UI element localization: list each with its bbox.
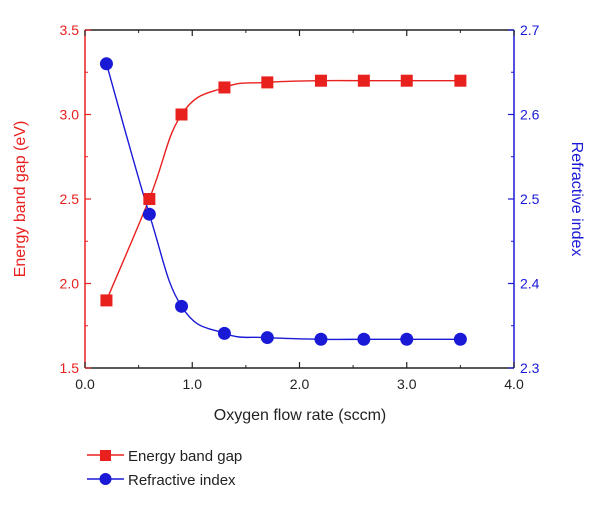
legend-marker-circle <box>99 473 112 485</box>
left-y-tick-label: 1.5 <box>60 360 80 376</box>
right-y-tick-label: 2.6 <box>520 107 540 123</box>
energy-band-gap-point <box>175 108 188 121</box>
x-ticks: 0.0 1.0 2.0 3.0 4.0 <box>75 30 524 392</box>
plot-area: 0.0 1.0 2.0 3.0 4.0 1.52.02.53.03.5 2.32.42.… <box>60 22 540 392</box>
left-y-tick-label: 3.5 <box>60 22 80 38</box>
x-tick-label: 2.0 <box>290 376 310 392</box>
x-tick-label: 4.0 <box>504 376 524 392</box>
energy-band-gap-point <box>400 74 413 87</box>
x-tick-label: 3.0 <box>397 376 417 392</box>
data-markers <box>99 57 467 346</box>
legend-item-refractive-index: Refractive index <box>87 472 236 489</box>
refractive-index-point <box>217 326 231 340</box>
legend: Energy band gap Refractive index <box>87 448 242 489</box>
refractive-index-point <box>314 332 328 346</box>
right-y-axis-title: Refractive index <box>568 142 585 257</box>
refractive-index-point <box>175 299 189 313</box>
right-y-ticks: 2.3 2.4 2.5 2.6 2.7 <box>508 22 540 376</box>
refractive-index-point <box>142 207 156 221</box>
legend-label-energy-band-gap: Energy band gap <box>128 448 242 465</box>
energy-band-gap-point <box>100 294 113 307</box>
energy-band-gap-point <box>454 74 467 87</box>
x-axis-title: Oxygen flow rate (sccm) <box>214 407 386 424</box>
refractive-index-point <box>453 332 467 346</box>
x-tick-label: 0.0 <box>75 376 95 392</box>
legend-label-refractive-index: Refractive index <box>128 472 236 489</box>
left-y-ticks: 1.5 2.0 2.5 3.0 3.5 <box>60 22 91 376</box>
refractive-index-point <box>400 332 414 346</box>
left-y-tick-label: 2.5 <box>60 191 80 207</box>
legend-marker-square <box>100 450 111 461</box>
fitted-curves <box>105 63 461 341</box>
left-y-tick-label: 2.0 <box>60 276 80 292</box>
left-y-tick-label: 3.0 <box>60 107 80 123</box>
right-y-tick-label: 2.3 <box>520 360 540 376</box>
energy-band-gap-point <box>218 81 231 94</box>
legend-item-energy-band-gap: Energy band gap <box>87 448 242 465</box>
x-tick-label: 1.0 <box>183 376 203 392</box>
energy-band-gap-point <box>357 74 370 87</box>
right-y-tick-label: 2.4 <box>520 276 540 292</box>
refractive-index-point <box>99 57 113 71</box>
energy-band-gap-curve <box>105 79 461 301</box>
right-y-tick-label: 2.7 <box>520 22 540 38</box>
left-y-axis-title: Energy band gap (eV) <box>12 121 29 278</box>
energy-band-gap-point <box>143 193 156 205</box>
right-y-tick-label: 2.5 <box>520 191 540 207</box>
energy-band-gap-point <box>314 74 327 87</box>
refractive-index-point <box>260 331 274 345</box>
energy-band-gap-point <box>261 76 274 89</box>
refractive-index-curve <box>105 63 461 341</box>
refractive-index-point <box>357 332 371 346</box>
